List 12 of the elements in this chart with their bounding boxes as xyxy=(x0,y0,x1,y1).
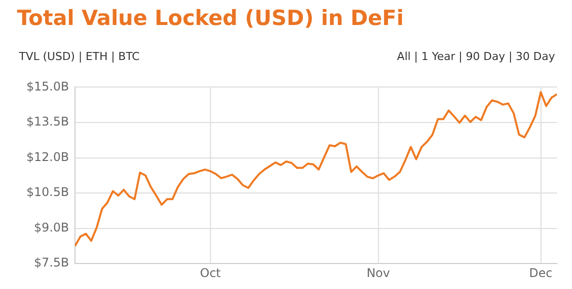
text: All | 1 Year | 90 Day | 30 Day xyxy=(397,50,555,63)
x-tick-label: Oct xyxy=(200,266,222,280)
y-tick-label: $13.5B xyxy=(26,114,69,129)
y-tick-label: $15.0B xyxy=(26,79,69,94)
x-tick-label: Dec xyxy=(529,266,552,280)
y-tick-label: $7.5B xyxy=(34,256,69,270)
text: TVL (USD) | ETH | BTC xyxy=(19,50,140,63)
y-tick-label: $10.5B xyxy=(26,185,69,200)
x-tick-label: Nov xyxy=(366,266,390,280)
y-tick-label: $9.0B xyxy=(34,220,69,234)
y-tick-label: $12.0B xyxy=(26,150,69,164)
chart-title: Total Value Locked (USD) in DeFi xyxy=(17,6,404,30)
